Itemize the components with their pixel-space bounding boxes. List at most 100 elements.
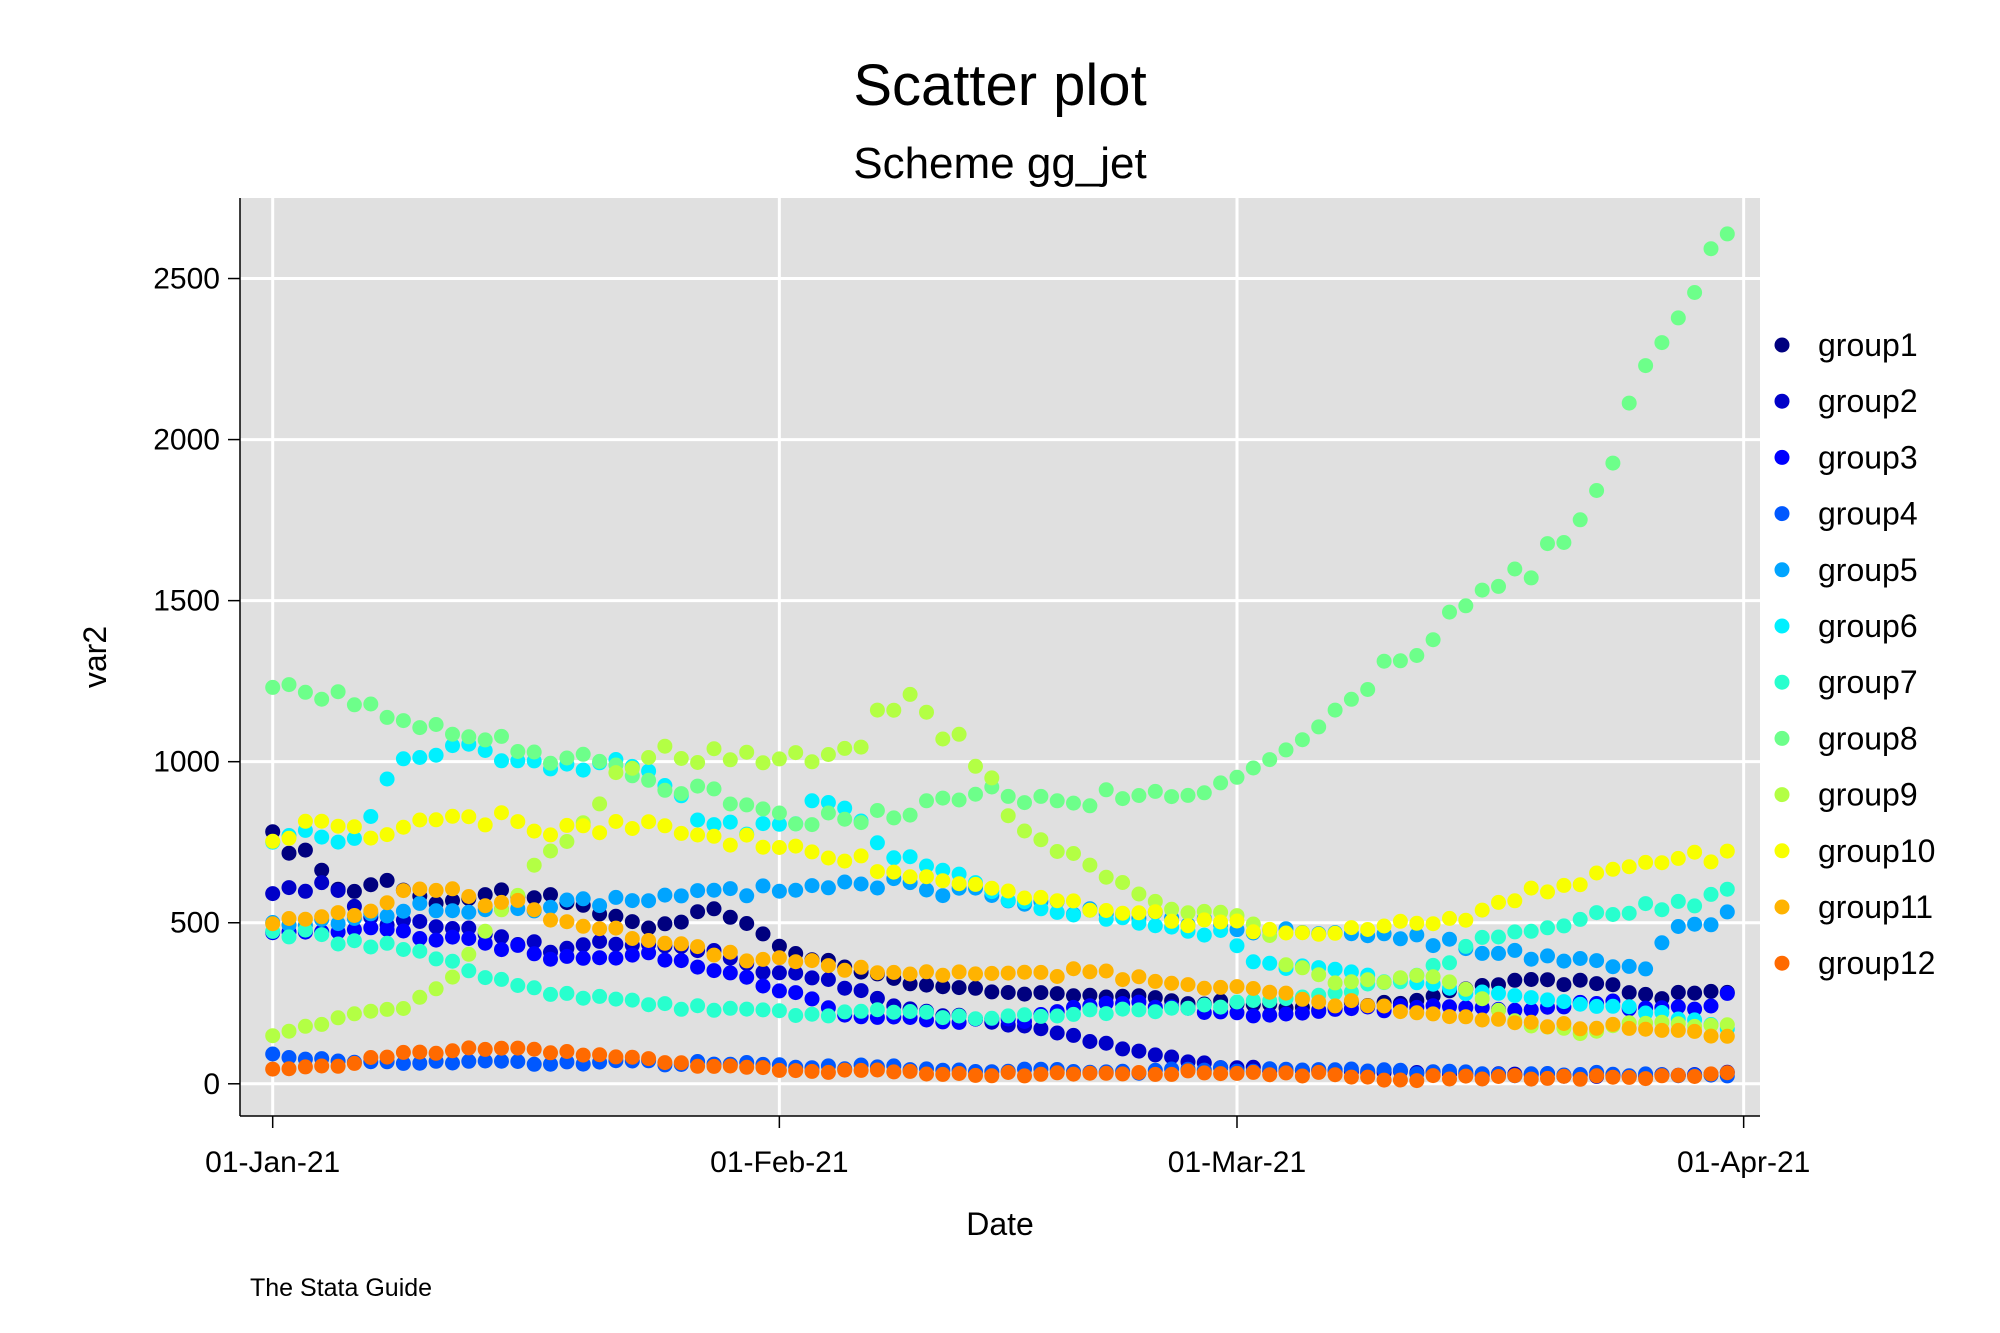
- data-point: [804, 793, 820, 809]
- data-point: [559, 817, 575, 833]
- data-point: [1147, 783, 1163, 799]
- data-point: [1425, 632, 1441, 648]
- data-point: [820, 850, 836, 866]
- data-point: [706, 817, 722, 833]
- data-point: [984, 1068, 1000, 1084]
- data-point: [461, 889, 477, 904]
- data-point: [1474, 902, 1490, 918]
- data-point: [379, 1049, 395, 1065]
- data-point: [526, 1056, 542, 1072]
- data-point: [543, 951, 558, 967]
- data-point: [1621, 1069, 1637, 1085]
- data-point: [1540, 1019, 1555, 1035]
- data-point: [346, 933, 362, 949]
- data-point: [755, 978, 771, 994]
- data-point: [1719, 843, 1735, 859]
- data-point: [379, 709, 395, 725]
- data-point: [1442, 974, 1457, 990]
- data-point: [1115, 972, 1131, 988]
- data-point: [281, 929, 297, 945]
- legend-label: group1: [1818, 327, 1918, 363]
- data-point: [1000, 1008, 1016, 1024]
- data-point: [919, 1004, 934, 1020]
- data-point: [1458, 981, 1474, 997]
- data-point: [412, 750, 428, 765]
- data-point: [477, 1053, 493, 1069]
- data-point: [265, 1046, 281, 1062]
- data-point: [543, 912, 558, 928]
- data-point: [755, 839, 771, 855]
- data-point: [1507, 972, 1523, 988]
- data-point: [543, 899, 558, 915]
- data-point: [592, 753, 608, 769]
- data-point: [1196, 927, 1212, 943]
- data-point: [1392, 970, 1408, 986]
- data-point: [477, 898, 493, 914]
- data-point: [804, 878, 820, 894]
- data-point: [820, 747, 836, 762]
- data-point: [902, 807, 918, 823]
- data-point: [1049, 986, 1065, 1002]
- data-point: [706, 901, 722, 917]
- data-point: [1605, 977, 1621, 993]
- data-point: [690, 904, 706, 920]
- data-point: [820, 1008, 836, 1024]
- data-point: [575, 818, 591, 834]
- data-point: [1262, 984, 1278, 1000]
- data-point: [919, 882, 934, 898]
- data-point: [346, 883, 362, 899]
- data-point: [706, 781, 722, 797]
- data-point: [363, 920, 379, 936]
- data-point: [624, 947, 640, 963]
- data-point: [624, 760, 640, 776]
- data-point: [575, 746, 591, 762]
- data-point: [1654, 1068, 1670, 1084]
- data-point: [314, 927, 330, 943]
- data-point: [853, 815, 869, 831]
- data-point: [445, 881, 460, 897]
- data-point: [1180, 977, 1196, 993]
- data-point: [1164, 1000, 1180, 1016]
- data-point: [608, 920, 624, 936]
- data-point: [1638, 961, 1654, 977]
- data-point: [297, 1059, 313, 1075]
- data-point: [1605, 1016, 1621, 1032]
- data-point: [1017, 964, 1032, 980]
- data-point: [641, 1051, 657, 1067]
- data-point: [412, 943, 428, 959]
- data-point: [1000, 883, 1016, 899]
- data-point: [1523, 1014, 1539, 1030]
- data-point: [1572, 911, 1588, 927]
- data-point: [968, 980, 983, 996]
- data-point: [935, 967, 951, 983]
- data-point: [755, 951, 771, 967]
- data-point: [1033, 788, 1049, 804]
- data-point: [445, 903, 460, 919]
- data-point: [1687, 985, 1703, 1001]
- data-point: [494, 1040, 509, 1056]
- data-point: [1082, 857, 1098, 873]
- data-point: [706, 828, 722, 844]
- data-point: [968, 1011, 983, 1027]
- data-point: [1376, 1062, 1392, 1078]
- data-point: [690, 778, 706, 794]
- data-point: [1180, 918, 1196, 934]
- data-point: [461, 904, 477, 920]
- data-point: [1654, 935, 1670, 951]
- data-point: [494, 929, 509, 945]
- data-point: [1294, 1068, 1310, 1084]
- data-point: [559, 1054, 575, 1070]
- data-point: [412, 812, 428, 828]
- legend-marker: [1774, 393, 1790, 409]
- data-point: [265, 916, 281, 932]
- data-point: [510, 1040, 526, 1056]
- data-point: [543, 887, 558, 903]
- data-point: [1327, 702, 1343, 718]
- data-point: [1033, 964, 1049, 980]
- data-point: [281, 1061, 297, 1077]
- data-point: [1066, 1027, 1081, 1043]
- grid-lines: [240, 198, 1760, 1116]
- data-point: [330, 936, 346, 952]
- data-point: [314, 875, 330, 891]
- data-point: [1523, 1002, 1539, 1018]
